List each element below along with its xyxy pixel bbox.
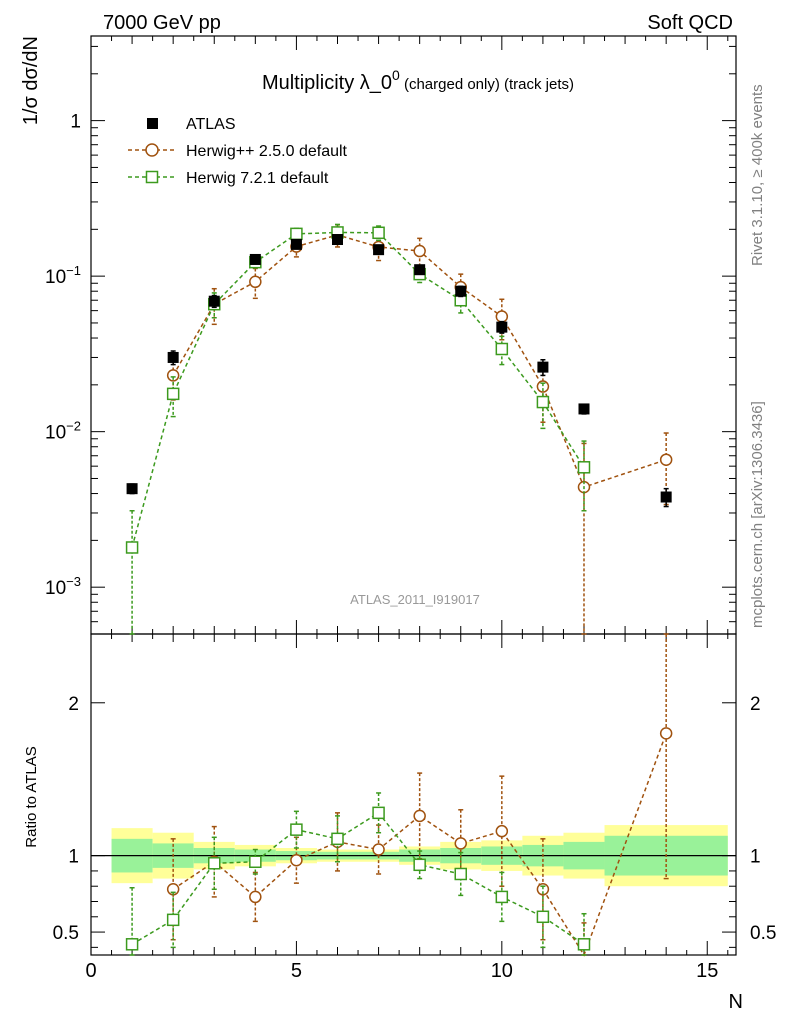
x-tick-label: 0 [85,960,96,982]
beam-label: 7000 GeV pp [103,12,221,34]
point-atlas [290,238,302,250]
point-atlas [455,285,467,297]
ratio-tick-label-left: 1 [68,847,79,868]
ratio-point-herwig7 [536,910,550,924]
ratio-point-herwig7 [372,806,385,820]
legend: ATLAS Herwig++ 2.5.0 default Herwig 7.2.… [128,116,348,187]
y-tick-label: 10−3 [45,574,81,599]
point-herwig7 [290,227,303,241]
ratio-line-herwigpp [172,733,667,957]
ratio-tick-label-right: 0.5 [750,923,776,944]
y-tick-label: 10−2 [45,419,81,444]
ratio-tick-label-right: 2 [750,694,761,715]
ratio-point-herwigpp [659,727,673,740]
ratio-point-herwig7 [577,938,591,951]
point-atlas [331,234,343,246]
ratio-point-herwigpp [290,853,303,867]
point-atlas [537,361,549,373]
ratio-point-herwigpp [372,843,385,856]
ratio-tick-label-left: 2 [68,694,79,715]
point-herwig7 [166,387,180,401]
ratio-point-herwig7 [331,832,344,846]
ratio-point-herwigpp [454,837,467,850]
y-axis-label: 1/σ dσ/dN [20,36,42,125]
point-herwig7 [577,461,591,474]
point-atlas [496,321,508,333]
ratio-point-herwig7 [207,857,221,870]
ratio-point-herwigpp [536,883,550,896]
point-herwigpp [495,310,509,323]
y-tick-label: 10−1 [45,263,81,288]
ratio-point-herwig7 [454,867,467,881]
point-herwigpp [659,453,673,466]
legend-marker-atlas [147,118,158,129]
x-axis-label: N [729,991,743,1013]
legend-marker-herwigpp [145,143,159,157]
ratio-tick-label-left: 0.5 [53,923,79,944]
point-atlas [208,295,220,307]
point-atlas [249,253,261,265]
ratio-point-herwig7 [249,855,262,869]
chart-title: Multiplicity λ_00 (charged only) (track … [262,67,574,94]
point-herwigpp [536,380,550,393]
process-label: Soft QCD [647,12,733,34]
x-tick-label: 10 [491,960,513,982]
point-atlas [660,491,672,503]
series-line-herwigpp [172,234,667,489]
ratio-tick-label-right: 1 [750,847,761,868]
point-herwigpp [166,369,180,382]
series-line-herwig7 [131,231,585,548]
mcplots-label: mcplots.cern.ch [arXiv:1306.3436] [749,401,766,628]
ratio-point-herwig7 [125,938,139,951]
ratio-point-herwig7 [290,823,303,836]
analysis-label: ATLAS_2011_I919017 [350,592,480,607]
legend-marker-herwig7 [145,170,159,184]
point-atlas [126,483,138,495]
legend-label-atlas: ATLAS [186,116,236,133]
chart-title-sup: 0 [392,67,400,83]
ratio-point-herwigpp [495,824,509,838]
point-atlas [167,351,179,363]
x-tick-label: 15 [696,960,718,982]
point-herwig7 [125,541,139,554]
chart-title-main: Multiplicity λ_0 [262,72,392,94]
legend-label-herwigpp: Herwig++ 2.5.0 default [186,143,348,160]
point-atlas [414,264,426,276]
ratio-point-herwigpp [413,809,426,823]
ratio-point-herwig7 [495,890,509,904]
point-atlas [578,403,590,415]
ratio-line-herwig7 [131,811,585,945]
point-atlas [373,244,385,256]
chart-dynamic-layer: 0 5 10 15 10−3 10−2 10−1 1 0.5 0.5 1 1 2 2 [45,35,776,982]
ratio-point-herwig7 [166,913,180,927]
legend-label-herwig7: Herwig 7.2.1 default [186,170,329,187]
x-tick-label: 5 [291,960,302,982]
rivet-label: Rivet 3.1.10, ≥ 400k events [749,84,766,266]
point-herwig7 [536,395,550,409]
ratio-point-herwigpp [249,890,262,904]
ratio-y-axis-label: Ratio to ATLAS [23,746,40,847]
point-herwigpp [249,275,262,289]
point-herwig7 [495,342,509,356]
y-tick-label: 1 [70,112,81,133]
point-herwig7 [372,226,385,240]
ratio-point-herwig7 [413,858,426,872]
ratio-frame [90,633,737,956]
chart-title-suffix-text: (charged only) (track jets) [404,76,574,93]
point-herwigpp [413,244,426,258]
